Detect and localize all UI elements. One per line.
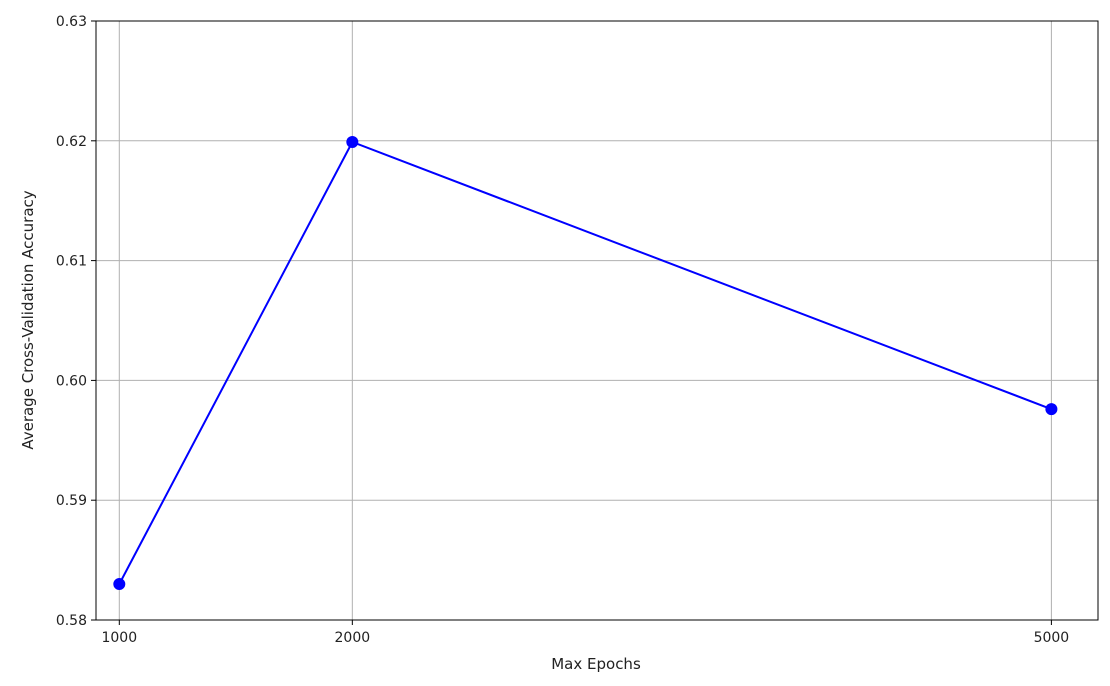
data-point[interactable] [346, 135, 359, 148]
x-axis-title: Max Epochs [551, 655, 641, 673]
axes-layer: 0.58 0.59 0.60 0.61 0.62 0.63 1000 2000 5000 [56, 14, 1099, 646]
y-tick-label: 0.61 [56, 254, 87, 270]
y-axis-title: Average Cross-Validation Accuracy [19, 190, 37, 449]
y-tick-label: 0.58 [56, 613, 87, 629]
y-tick-label: 0.62 [56, 134, 87, 150]
x-tick-label: 2000 [335, 630, 371, 646]
series-line [118, 140, 1052, 585]
y-tick-label: 0.60 [56, 373, 87, 389]
y-tick-label: 0.63 [56, 14, 87, 30]
x-tick-label: 5000 [1034, 630, 1070, 646]
data-point[interactable] [1045, 403, 1058, 416]
y-tick-label: 0.59 [56, 493, 87, 509]
series-layer [113, 135, 1058, 591]
plot-frame [95, 20, 1099, 621]
data-point[interactable] [113, 578, 126, 591]
grid-layer [96, 20, 1098, 621]
labels-layer: Max Epochs Average Cross-Validation Accu… [19, 190, 641, 673]
x-tick-label: 1000 [101, 630, 137, 646]
